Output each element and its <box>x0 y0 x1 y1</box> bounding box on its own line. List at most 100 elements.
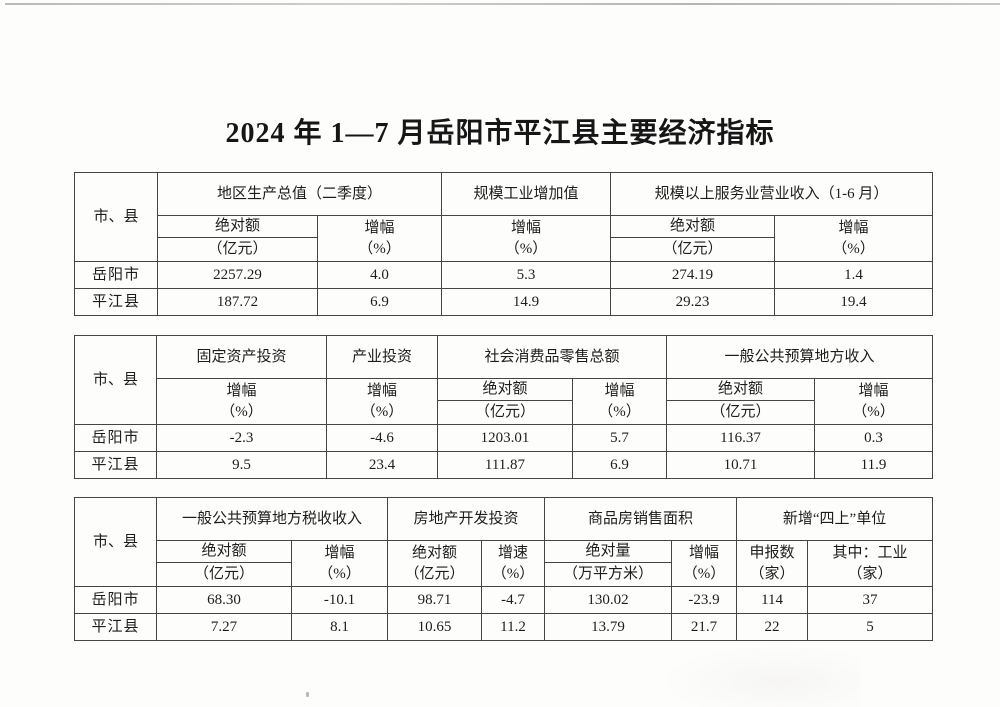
sub-header-growth: 增幅 （%） <box>774 215 934 262</box>
data-cell: -4.7 <box>481 586 546 614</box>
sub-header-growth: 增幅 （%） <box>571 378 668 425</box>
data-cell: 130.02 <box>544 586 673 614</box>
group-header-new-units: 新增“四上”单位 <box>736 497 934 541</box>
table-row: 增幅 （%） 增幅 （%） 绝对额 增幅 （%） 绝对额 增幅 （%） <box>75 378 934 425</box>
data-cell: -10.1 <box>290 586 389 614</box>
data-cell: 187.72 <box>157 288 318 316</box>
data-cell: 1203.01 <box>437 424 573 452</box>
sub-header-absolute: 绝对额 <box>157 215 318 238</box>
table-row-yueyang: 岳阳市 68.30 -10.1 98.71 -4.7 130.02 -23.9 … <box>74 586 934 614</box>
data-cell: -4.6 <box>326 424 438 452</box>
data-cell: 116.37 <box>666 424 816 452</box>
sub-header-label: 增幅 <box>689 545 720 562</box>
row-label: 平江县 <box>74 613 157 641</box>
table-row: （亿元） （万平方米） <box>75 562 933 587</box>
table-row-pingjiang: 平江县 9.5 23.4 111.87 6.9 10.71 11.9 <box>74 451 934 479</box>
group-header-industrial-investment: 产业投资 <box>326 335 438 379</box>
data-cell: 274.19 <box>610 261 776 289</box>
sub-header-growth: 增速 （%） <box>481 540 546 587</box>
sub-header-unit: （亿元） <box>666 400 816 425</box>
table-row: 市、县 地区生产总值（二季度） 规模工业增加值 规模以上服务业营业收入（1-6 … <box>74 172 934 262</box>
data-cell: -2.3 <box>156 424 327 452</box>
scan-speck-artifact <box>306 692 309 697</box>
data-cell: 1.4 <box>774 261 934 289</box>
sub-header-unit: （%） <box>318 565 361 582</box>
sub-header-unit: （%） <box>832 240 875 257</box>
sub-header-unit: （%） <box>360 403 404 420</box>
table-row-pingjiang: 平江县 7.27 8.1 10.65 11.2 13.79 21.7 22 5 <box>74 613 934 641</box>
group-header-real-estate-investment: 房地产开发投资 <box>387 497 546 541</box>
document-title: 2024 年 1—7 月岳阳市平江县主要经济指标 <box>225 118 775 149</box>
data-cell: 37 <box>807 586 934 614</box>
data-cell: 2257.29 <box>157 261 318 289</box>
group-header-industrial-added-value: 规模工业增加值 <box>441 172 612 216</box>
data-cell: 7.27 <box>156 613 292 641</box>
sub-header-label: 增速 <box>498 545 529 562</box>
data-cell: 6.9 <box>316 288 443 316</box>
sub-header-label: 增幅 <box>604 383 635 400</box>
sub-header-absolute: 绝对量 <box>544 540 673 563</box>
sub-header-absolute: 绝对额 <box>666 378 816 401</box>
table-row: （亿元） （亿元） <box>75 237 933 262</box>
sub-header-unit: （%） <box>491 565 535 582</box>
table-row: 绝对额 增幅 （%） 增幅 （%） 绝对额 增幅 （%） <box>75 215 934 262</box>
data-cell: 13.79 <box>544 613 673 641</box>
sub-header-unit: （亿元） <box>437 400 573 425</box>
data-cell: 114 <box>736 586 809 614</box>
sub-header-label: 增幅 <box>364 220 395 237</box>
sub-header-label: 增幅 <box>858 383 889 400</box>
sub-header-unit: （%） <box>598 403 641 420</box>
scan-edge-artifact <box>5 3 1000 5</box>
table-row: 市、县 一般公共预算地方税收收入 房地产开发投资 商品房销售面积 新增“四上”单… <box>74 497 934 587</box>
data-cell: 5.7 <box>571 424 668 452</box>
group-header-fixed-asset-investment: 固定资产投资 <box>156 335 327 379</box>
data-cell: -23.9 <box>671 586 738 614</box>
row-label: 岳阳市 <box>74 261 158 289</box>
sub-header-label: 绝对额 <box>412 545 458 562</box>
sub-header-unit: （家） <box>847 565 893 582</box>
sub-header-absolute: 绝对额 <box>437 378 573 401</box>
row-label: 平江县 <box>74 451 157 479</box>
corner-header: 市、县 <box>74 497 157 587</box>
group-header-services-revenue: 规模以上服务业营业收入（1-6 月） <box>610 172 934 216</box>
sub-header-label: 增幅 <box>324 545 355 562</box>
sub-header-growth: 增幅 （%） <box>290 540 389 587</box>
sub-header-unit: （%） <box>682 565 726 582</box>
sub-header-label: 增幅 <box>511 220 542 237</box>
sub-header-growth: 增幅 （%） <box>156 378 327 425</box>
table-row: （亿元） （亿元） <box>75 400 933 425</box>
row-label: 岳阳市 <box>74 424 157 452</box>
sub-header-growth: 增幅 （%） <box>671 540 738 587</box>
group-header-budget-revenue: 一般公共预算地方收入 <box>666 335 934 379</box>
data-cell: 23.4 <box>326 451 438 479</box>
data-cell: 111.87 <box>437 451 573 479</box>
corner-header: 市、县 <box>74 172 158 262</box>
sub-header-unit: （亿元） <box>404 565 465 582</box>
sub-header-declared-count: 申报数 （家） <box>736 540 809 587</box>
data-cell: 29.23 <box>610 288 776 316</box>
group-header-tax-revenue: 一般公共预算地方税收收入 <box>155 497 389 541</box>
table-row-yueyang: 岳阳市 -2.3 -4.6 1203.01 5.7 116.37 0.3 <box>74 424 934 452</box>
table-investment-retail-budget: 市、县 固定资产投资 产业投资 社会消费品零售总额 一般公共预算地方收入 增幅 … <box>74 335 934 479</box>
data-cell: 98.71 <box>387 586 483 614</box>
sub-header-growth: 增幅 （%） <box>441 215 612 262</box>
data-cell: 19.4 <box>774 288 934 316</box>
row-label: 平江县 <box>74 288 158 316</box>
row-label: 岳阳市 <box>74 586 157 614</box>
sub-header-growth: 增幅 （%） <box>316 215 443 262</box>
group-header-retail-sales: 社会消费品零售总额 <box>436 335 668 379</box>
sub-header-unit: （亿元） <box>156 562 292 587</box>
sub-header-unit: （家） <box>749 565 795 582</box>
group-header-housing-sales-area: 商品房销售面积 <box>544 497 738 541</box>
data-cell: 4.0 <box>316 261 443 289</box>
table-row: 市、县 固定资产投资 产业投资 社会消费品零售总额 一般公共预算地方收入 <box>74 335 934 425</box>
corner-header: 市、县 <box>74 335 157 425</box>
data-cell: 21.7 <box>671 613 738 641</box>
data-cell: 8.1 <box>290 613 389 641</box>
sub-header-absolute: 绝对额 <box>610 215 776 238</box>
table-row-yueyang: 岳阳市 2257.29 4.0 5.3 274.19 1.4 <box>74 261 934 289</box>
data-cell: 22 <box>736 613 809 641</box>
sub-header-unit: （%） <box>504 240 548 257</box>
sub-header-label: 其中：工业 <box>832 545 908 562</box>
